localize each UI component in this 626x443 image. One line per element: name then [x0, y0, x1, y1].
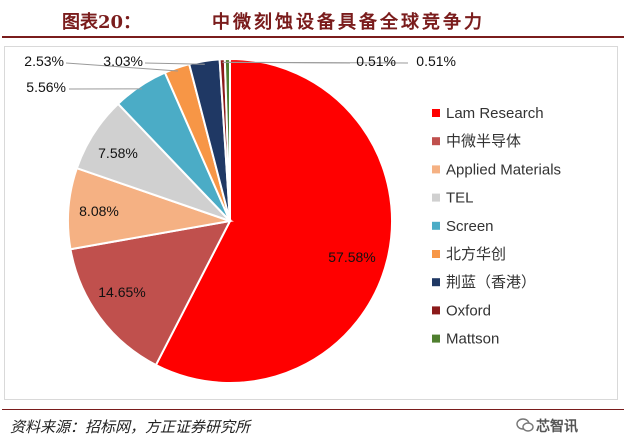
- legend-label-7: 荆蓝（香港）: [446, 274, 536, 291]
- slice-labels: 57.58% 14.65% 8.08% 7.58% 5.56% 2.53% 3.03% 0.5…: [24, 53, 456, 300]
- figure-label: 图表20：: [62, 12, 142, 33]
- slice-label-4: 7.58%: [98, 145, 138, 161]
- legend-swatch-5: [432, 221, 440, 230]
- leader-line-6: [65, 62, 179, 72]
- legend-swatch-1: [432, 109, 440, 117]
- slice-label-1: 57.58%: [328, 249, 375, 265]
- pie-slice-1: [154, 57, 393, 384]
- pie-slice-9: [223, 57, 231, 222]
- legend-label-2: 中微半导体: [446, 133, 521, 150]
- legend-swatch-8: [432, 306, 440, 315]
- slice-label-8: 0.51%: [356, 53, 396, 69]
- legend-label-8: Oxford: [446, 302, 491, 319]
- watermark-text: 芯智讯: [536, 419, 578, 435]
- figure-title-bar: 图表20： 中微刻蚀设备具备全球竞争力: [0, 0, 626, 36]
- leader-line-9: [227, 61, 409, 64]
- figure-title: 中微刻蚀设备具备全球竞争力: [212, 12, 485, 33]
- legend-label-3: Applied Materials: [446, 161, 561, 178]
- legend: Lam Research 中微半导体 Applied Materials TEL Scr…: [432, 105, 561, 348]
- slice-label-3: 8.08%: [79, 203, 119, 219]
- wechat-icon: [516, 418, 534, 432]
- legend-swatch-2: [432, 137, 440, 146]
- slice-label-7: 3.03%: [103, 53, 143, 69]
- legend-swatch-3: [432, 165, 440, 174]
- pie-slices: [67, 57, 393, 384]
- legend-swatch-9: [432, 334, 440, 343]
- leader-line-7: [144, 62, 205, 65]
- title-divider: [2, 36, 624, 38]
- legend-swatch-4: [432, 193, 440, 202]
- legend-label-1: Lam Research: [446, 105, 544, 122]
- source-note: 资料来源：招标网，方正证券研究所: [10, 418, 251, 436]
- slice-label-9: 0.51%: [416, 53, 456, 69]
- slice-label-5: 5.56%: [26, 79, 66, 95]
- slice-label-6: 2.53%: [24, 53, 64, 69]
- legend-label-4: TEL: [446, 190, 474, 207]
- legend-label-6: 北方华创: [446, 246, 506, 263]
- legend-swatch-6: [432, 250, 440, 258]
- pie-chart: 57.58% 14.65% 8.08% 7.58% 5.56% 2.53% 3.03% 0.5…: [24, 53, 561, 384]
- pie-slice-2: [69, 219, 232, 367]
- legend-label-5: Screen: [446, 218, 494, 235]
- legend-swatch-7: [432, 278, 440, 287]
- legend-label-9: Mattson: [446, 331, 499, 348]
- leader-lines: [65, 61, 409, 90]
- chart-frame: [4, 46, 618, 400]
- slice-label-2: 14.65%: [98, 284, 145, 300]
- source-divider: [2, 409, 624, 410]
